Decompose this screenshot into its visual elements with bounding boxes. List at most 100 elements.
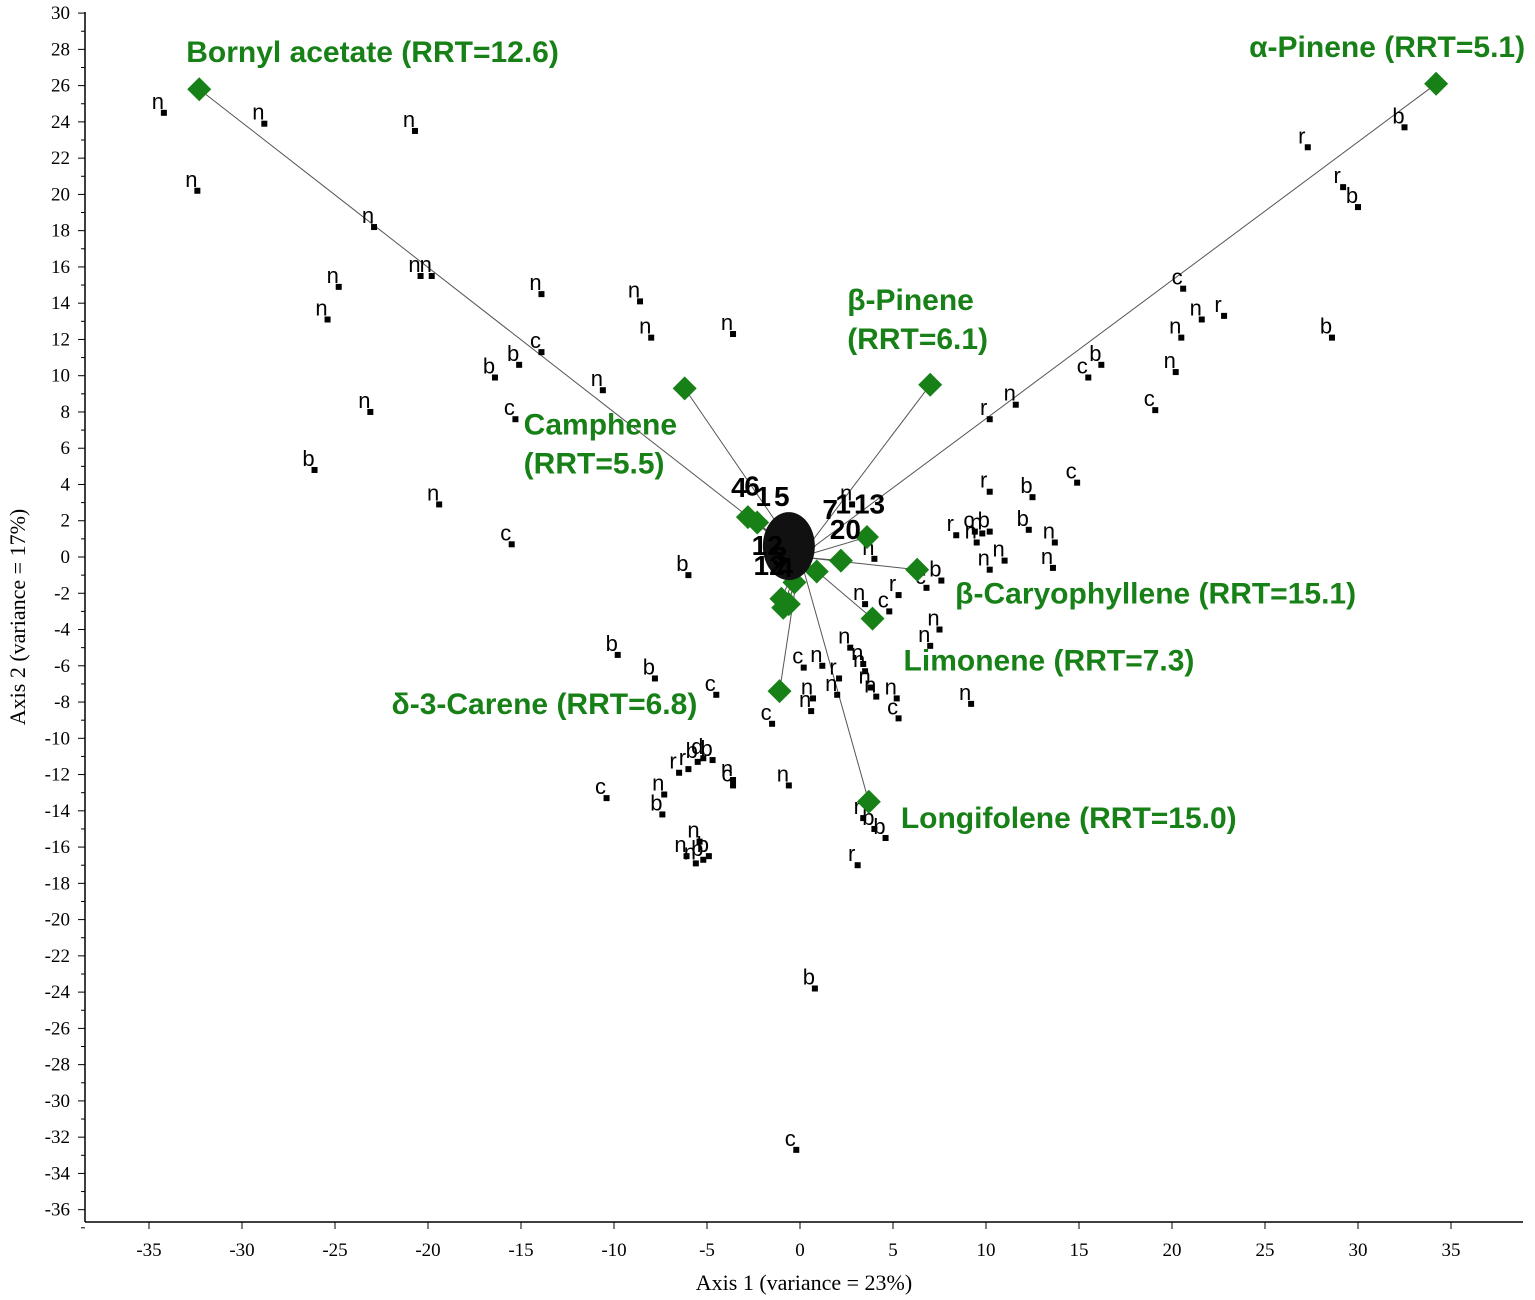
sample-point <box>986 528 993 535</box>
x-tick-label: 10 <box>977 1240 996 1261</box>
x-tick-label: -25 <box>322 1240 347 1261</box>
sample-point <box>834 691 841 698</box>
loading-marker <box>918 372 943 397</box>
y-tick-label: 0 <box>61 547 71 568</box>
sample-point-label: n <box>362 203 374 228</box>
sample-point-label: r <box>889 571 896 596</box>
sample-point <box>860 660 867 667</box>
loading-label-line: α-Pinene (RRT=5.1) <box>1249 31 1525 64</box>
y-tick-label: 8 <box>61 402 71 423</box>
y-tick-label: -10 <box>45 728 70 749</box>
loading-marker <box>187 77 212 102</box>
sample-point-label: n <box>327 263 339 288</box>
sample-point <box>895 592 902 599</box>
loading-label: Limonene (RRT=7.3) <box>904 645 1195 678</box>
y-tick-label: 28 <box>51 39 70 60</box>
loading-label-line: Camphene <box>524 408 677 441</box>
sample-point-label: c <box>1066 459 1077 484</box>
sample-point <box>871 825 878 832</box>
sample-point <box>1304 144 1311 151</box>
y-tick-label: 24 <box>51 112 71 133</box>
sample-point-label: b <box>929 557 941 582</box>
sample-point-label: b <box>650 790 662 815</box>
y-tick-label: 16 <box>51 257 70 278</box>
center-loading-marker <box>828 548 853 573</box>
sample-point-label: c <box>1077 354 1088 379</box>
sample-point <box>938 577 945 584</box>
sample-point-label: n <box>639 314 651 339</box>
center-loading-number: 5 <box>774 481 790 512</box>
sample-point <box>160 109 167 116</box>
sample-point-label: n <box>851 640 863 665</box>
sample-point-label: r <box>669 749 676 774</box>
y-tick-label: 22 <box>51 148 70 169</box>
sample-point-label: n <box>427 480 439 505</box>
sample-point-label: n <box>1041 544 1053 569</box>
sample-point-label: b <box>686 738 698 763</box>
sample-point-label: n <box>970 509 982 534</box>
loading-markers: Bornyl acetate (RRT=12.6) α-Pinene (RRT=5… <box>186 31 1525 835</box>
sample-point <box>986 566 993 573</box>
sample-point <box>508 541 515 548</box>
center-loading-number: 4 <box>731 472 747 503</box>
sample-point <box>893 695 900 702</box>
sample-point-label: b <box>1346 183 1358 208</box>
axes <box>84 12 1523 1223</box>
y-axis-title: Axis 2 (variance = 17%) <box>5 509 30 725</box>
sample-point-label: c <box>785 1126 796 1151</box>
sample-point-label: b <box>862 805 874 830</box>
sample-point <box>793 1146 800 1153</box>
x-tick-label: 15 <box>1070 1240 1089 1261</box>
sample-point <box>1355 204 1361 211</box>
sample-point-label: n <box>420 252 432 277</box>
sample-point-label: c <box>963 508 974 533</box>
loading-label: Bornyl acetate (RRT=12.6) <box>186 36 559 69</box>
sample-point <box>800 664 807 671</box>
sample-point-label: b <box>1017 506 1029 531</box>
sample-point <box>730 331 737 338</box>
sample-point-label: n <box>358 388 370 413</box>
sample-point <box>367 408 374 415</box>
sample-point-label: b <box>302 446 314 471</box>
sample-point-label: n <box>1043 518 1055 543</box>
y-tick-label: -20 <box>45 910 70 931</box>
sample-point <box>194 187 201 194</box>
center-loading-number: 4 <box>778 552 794 583</box>
sample-point-label: c <box>705 671 716 696</box>
center-loading-number: 7 <box>822 494 838 525</box>
sample-point-label: b <box>1320 314 1332 339</box>
sample-point-label: n <box>853 647 865 672</box>
loading-marker <box>860 606 885 631</box>
sample-point-label: n <box>978 546 990 571</box>
sample-point-label: c <box>504 395 515 420</box>
sample-point-label: n <box>252 100 264 125</box>
sample-point <box>1401 124 1408 131</box>
sample-point-label: b <box>873 814 885 839</box>
sample-point-label: n <box>1169 314 1181 339</box>
sample-point-label: r <box>1298 123 1305 148</box>
center-loading-marker <box>745 510 770 535</box>
sample-point-label: b <box>697 832 709 857</box>
sample-point-label: r <box>947 511 954 536</box>
sample-point-label: n <box>885 674 897 699</box>
sample-point-label: n <box>777 761 789 786</box>
sample-point <box>971 528 978 535</box>
sample-point <box>1328 334 1335 341</box>
sample-point <box>614 651 621 658</box>
sample-point <box>324 316 331 323</box>
sample-point-label: n <box>859 664 871 689</box>
sample-point <box>923 584 930 591</box>
sample-point <box>637 298 644 305</box>
x-tick-label: 5 <box>888 1240 898 1261</box>
sample-point <box>973 539 980 546</box>
sample-point <box>968 700 975 707</box>
sample-point-label: b <box>507 341 519 366</box>
loading-vector-line <box>799 556 870 802</box>
loading-label: α-Pinene (RRT=5.1) <box>1249 31 1525 64</box>
sample-point <box>538 349 545 356</box>
x-tick-label: 0 <box>795 1240 805 1261</box>
sample-point-label: n <box>152 89 164 114</box>
sample-point <box>683 853 690 860</box>
loading-label-line: β-Pinene <box>847 284 974 317</box>
